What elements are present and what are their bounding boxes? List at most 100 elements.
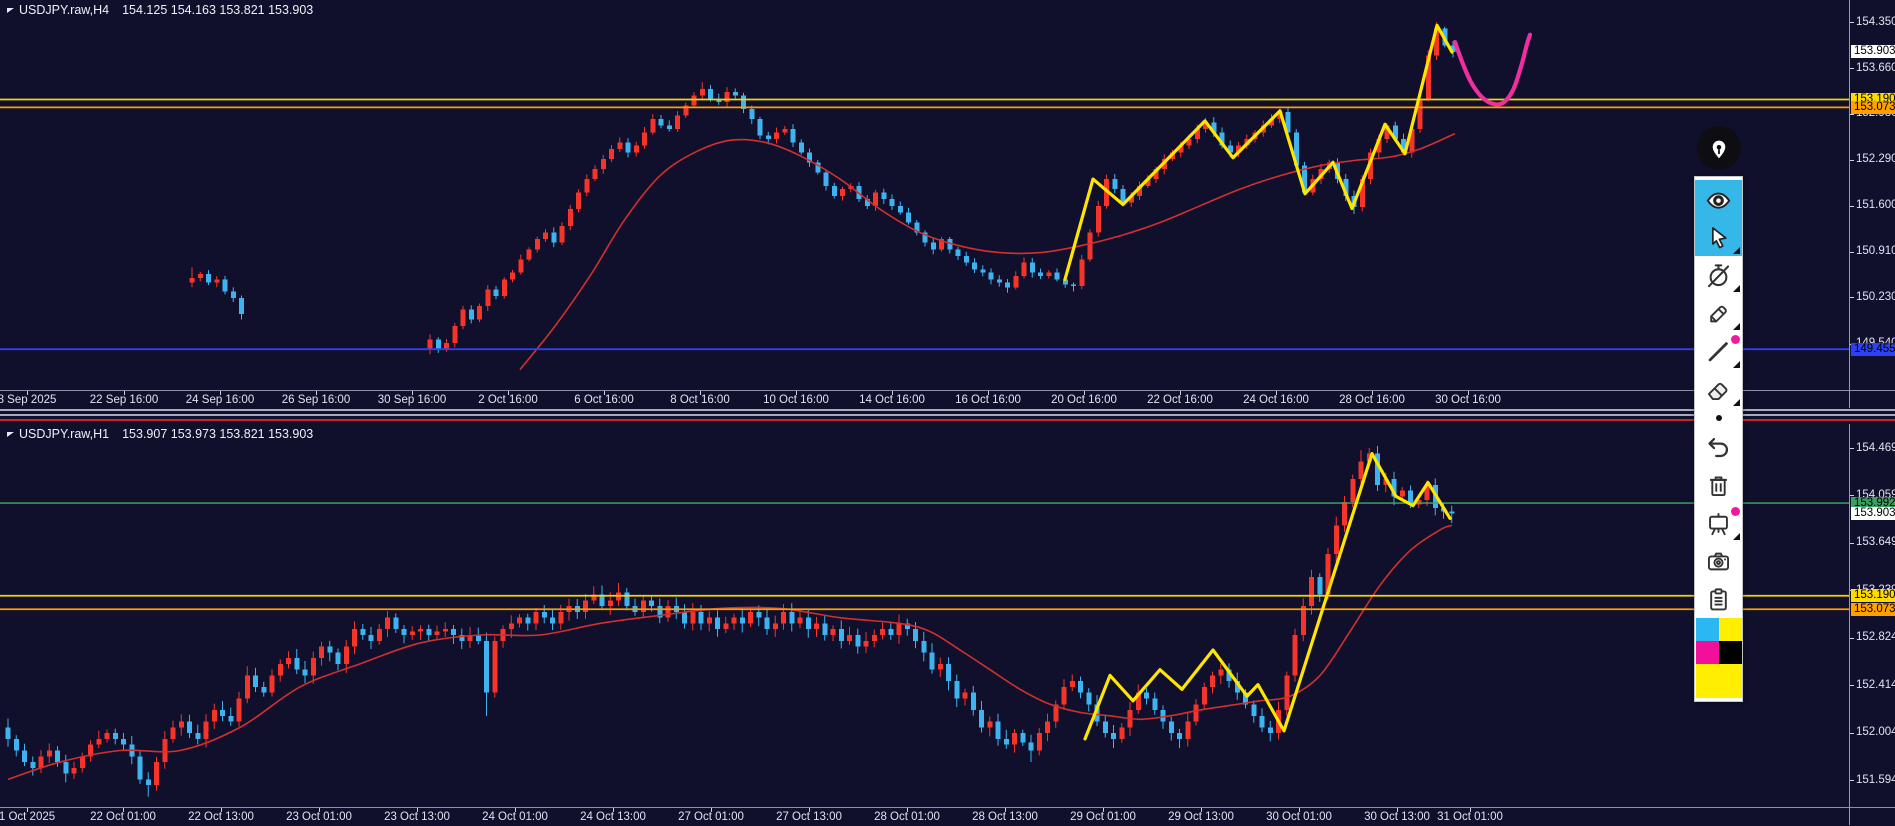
panel-splitter[interactable] (0, 408, 1895, 424)
pen-launcher-button[interactable] (1697, 126, 1741, 170)
price-axis-tick (1850, 495, 1854, 497)
candle-body (1021, 262, 1027, 276)
price-axis-label: 150.910 (1856, 245, 1895, 258)
candle-body (435, 339, 441, 350)
time-axis-label: 22 Sep 16:00 (89, 394, 159, 406)
candle-body (1036, 733, 1042, 751)
candle-body (112, 733, 118, 739)
candle-body (798, 142, 804, 153)
eye-tool[interactable] (1695, 180, 1742, 218)
trash-tool[interactable] (1695, 466, 1742, 504)
h4-plot-area[interactable] (0, 0, 1849, 390)
pen-tool[interactable] (1695, 332, 1742, 370)
chart-marker-icon (7, 7, 14, 13)
projection-annotation[interactable] (1452, 32, 1533, 107)
h1-plot-area[interactable] (0, 424, 1849, 807)
cursor-tool[interactable] (1695, 218, 1742, 256)
zigzag-annotation[interactable] (1063, 23, 1454, 281)
camera-icon (1707, 552, 1730, 570)
color-swatch[interactable] (1696, 618, 1719, 641)
candle-body (551, 232, 557, 243)
eraser-icon (1707, 382, 1728, 400)
camera-tool[interactable] (1695, 542, 1742, 580)
clipboard-tool[interactable] (1695, 580, 1742, 618)
candle-body (880, 629, 885, 635)
time-axis-tick (27, 391, 28, 395)
highlighter-icon (1710, 305, 1727, 322)
candle-body (1284, 675, 1290, 711)
time-axis-label: 30 Oct 13:00 (1364, 811, 1430, 823)
candle-body (847, 634, 852, 641)
time-axis-tick (604, 391, 605, 395)
candle-body (444, 342, 449, 350)
time-axis-label: 8 Sep 2025 (0, 394, 57, 406)
submenu-corner-icon (1733, 361, 1740, 368)
candle-body (451, 629, 456, 635)
candle-body (1342, 502, 1347, 526)
candle-body (525, 617, 531, 624)
h4-chart-panel[interactable]: USDJPY.raw,H4 154.125 154.163 153.821 15… (0, 0, 1895, 408)
price-badge: 153.073 (1851, 602, 1895, 616)
active-color[interactable] (1696, 664, 1742, 698)
candle-body (739, 617, 745, 624)
submenu-corner-icon (1733, 399, 1740, 406)
candle-body (534, 239, 540, 250)
candle-body (121, 738, 126, 745)
candle-body (625, 142, 631, 153)
candle-body (434, 631, 440, 635)
h4-price-axis[interactable]: 154.350153.660152.980152.290151.600150.9… (1849, 0, 1895, 408)
candle-body (236, 698, 242, 722)
candle-body (1003, 738, 1009, 745)
undo-tool[interactable] (1695, 428, 1742, 466)
candle-body (137, 756, 143, 780)
color-swatch[interactable] (1696, 641, 1719, 664)
candle-body (1013, 275, 1019, 288)
candle-body (1234, 681, 1240, 693)
candle-body (335, 652, 341, 664)
h4-time-axis[interactable]: 8 Sep 2025 22 Sep 16:00 24 Sep 16:00 26 Sep… (0, 390, 1895, 409)
candle-body (558, 611, 564, 624)
price-axis-label: 152.290 (1856, 153, 1895, 166)
candle-body (352, 629, 357, 647)
time-axis-tick (27, 808, 28, 812)
zigzag-annotation[interactable] (1083, 452, 1452, 741)
candle-body (1333, 525, 1339, 555)
price-badge: 153.190 (1851, 589, 1895, 603)
eraser-tool[interactable] (1695, 370, 1742, 408)
candle-body (541, 611, 547, 618)
candle-body (1029, 262, 1035, 273)
whiteboard-tool[interactable] (1695, 504, 1742, 542)
candle-body (1401, 138, 1406, 153)
color-swatch[interactable] (1719, 641, 1742, 664)
time-axis-tick (220, 391, 221, 395)
time-axis-label: 28 Oct 13:00 (972, 811, 1038, 823)
price-badge: 153.073 (1851, 100, 1895, 114)
spacer-dot[interactable] (1695, 408, 1742, 428)
candle-body (1391, 479, 1397, 497)
color-grid[interactable] (1696, 618, 1742, 664)
highlighter-tool[interactable] (1695, 294, 1742, 332)
time-axis-tick (988, 391, 989, 395)
candle-body (1087, 232, 1093, 260)
time-axis-tick (1299, 808, 1300, 812)
h1-time-axis[interactable]: 1 Oct 2025 22 Oct 01:00 22 Oct 13:00 23 Oct… (0, 807, 1895, 826)
candle-body (1152, 698, 1158, 711)
candle-body (675, 115, 680, 129)
candle-body (1095, 205, 1101, 233)
candle-body (1038, 272, 1043, 276)
timer-off-tool[interactable] (1695, 256, 1742, 294)
time-axis-label: 1 Oct 2025 (0, 811, 56, 823)
candle-body (1045, 721, 1050, 734)
h1-price-axis[interactable]: 154.469154.059153.649153.239152.824152.4… (1849, 424, 1895, 825)
time-axis-tick (907, 808, 908, 812)
color-swatch[interactable] (1719, 618, 1742, 641)
candle-body (214, 279, 220, 283)
candle-body (1194, 128, 1200, 139)
time-axis-tick (412, 391, 413, 395)
candle-body (1375, 453, 1380, 485)
h1-chart-panel[interactable]: USDJPY.raw,H1 153.907 153.973 153.821 15… (0, 424, 1895, 825)
price-axis-tick (1850, 542, 1854, 544)
candle-body (79, 756, 85, 768)
price-axis-label: 154.469 (1856, 441, 1895, 454)
